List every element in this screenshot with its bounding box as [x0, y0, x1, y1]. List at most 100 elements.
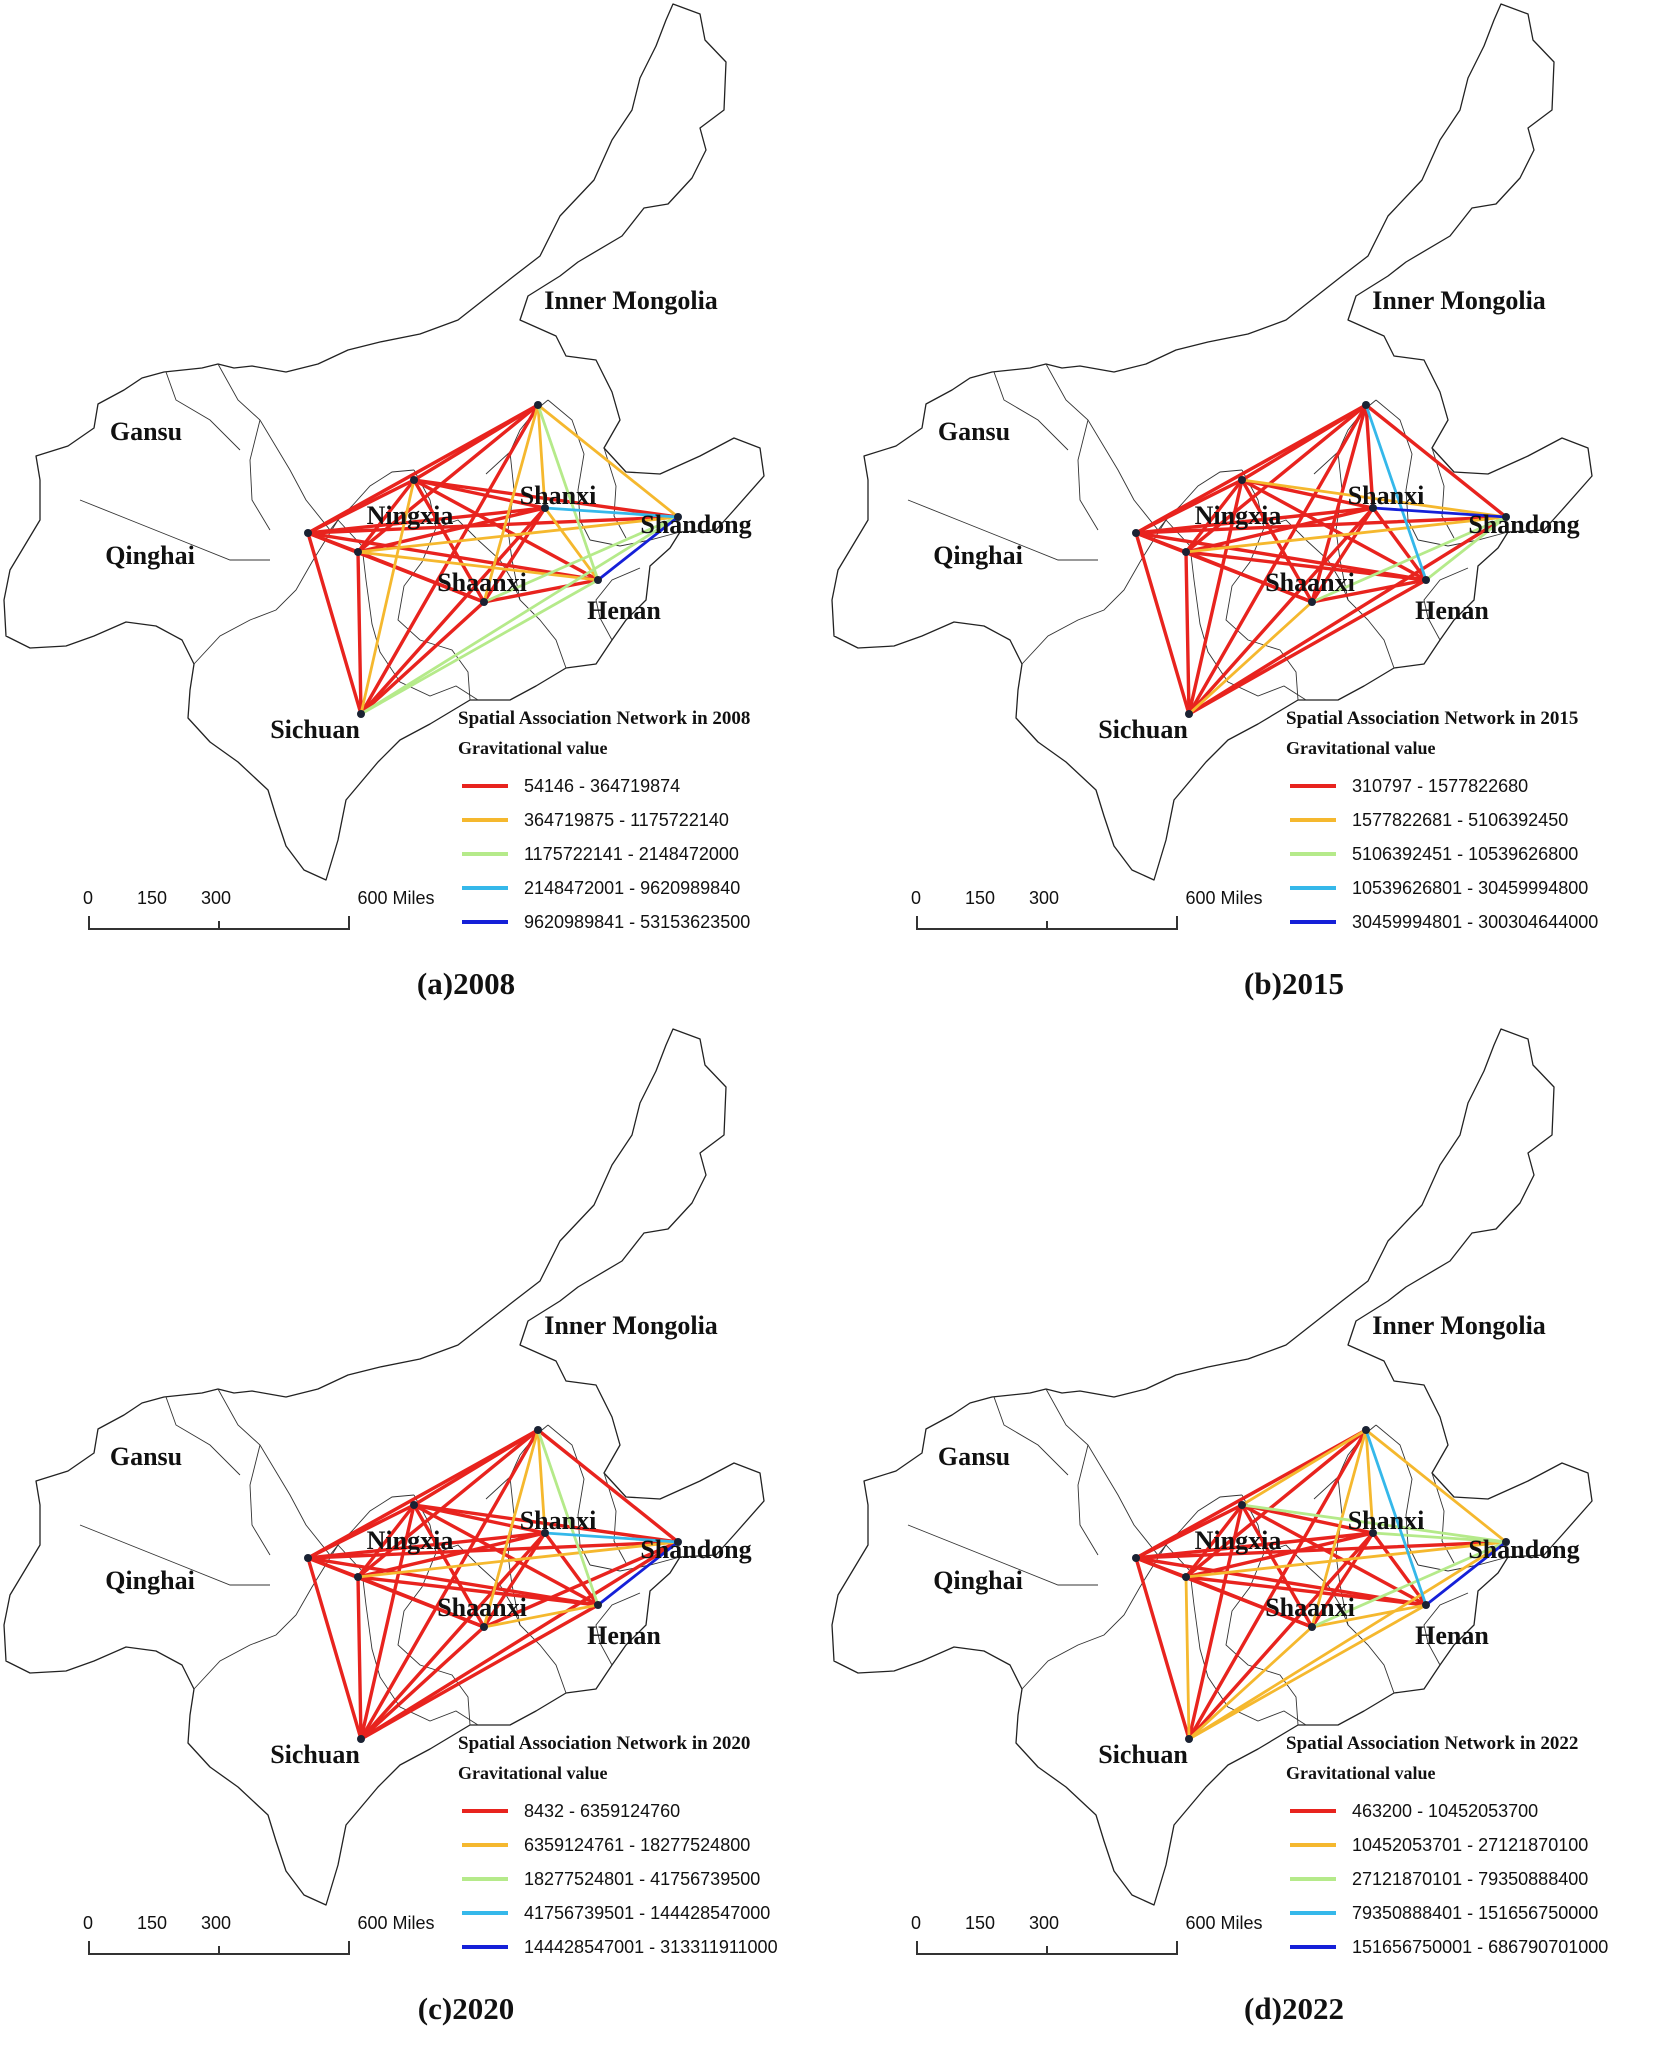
node-sn: [480, 1623, 488, 1631]
legend-label: 1577822681 - 5106392450: [1352, 809, 1569, 830]
map-panel-2: Inner Mongolia Gansu Qinghai Ningxia Shanxi S…: [828, 0, 1656, 1025]
region-label-shanxi: Shanxi: [1347, 481, 1425, 510]
region-label-henan: Henan: [1415, 596, 1489, 625]
region-label-inner-mongolia: Inner Mongolia: [544, 1311, 718, 1340]
province-border: [1165, 519, 1307, 701]
region-label-qinghai: Qinghai: [105, 541, 195, 570]
node-nx: [410, 1501, 418, 1509]
network-link-nx-hn: [412, 478, 600, 582]
network-link-im-sd: [536, 403, 680, 519]
network-link-sn-sc: [359, 1625, 486, 1741]
legend-swatch: [1290, 886, 1336, 890]
legend-label: 310797 - 1577822680: [1352, 775, 1529, 796]
network-link-sx-sc: [359, 1531, 547, 1741]
region-label-sichuan: Sichuan: [1098, 715, 1188, 744]
network-link-im-nx: [412, 1428, 540, 1507]
region-label-shandong: Shandong: [640, 510, 752, 539]
legend-item: 30459994801 - 300304644000: [1286, 905, 1598, 939]
province-border: [79, 499, 270, 561]
network-link-qh-sd: [306, 1540, 680, 1560]
province-border: [603, 1472, 627, 1564]
legend-item: 8432 - 6359124760: [458, 1794, 778, 1828]
province-border: [193, 519, 339, 665]
network-link-gs-hn: [356, 550, 600, 582]
scale-label: 150: [136, 888, 168, 908]
network-link-gs-sn: [356, 1575, 486, 1629]
network-link-gs-sc: [356, 550, 363, 716]
legend-swatch: [1290, 818, 1336, 822]
network-link-im-sx: [536, 1428, 547, 1535]
legend-swatch: [462, 1877, 508, 1881]
scale-label: 0: [910, 1913, 922, 1933]
node-sc: [1185, 1735, 1193, 1743]
network-link-im-nx: [1240, 403, 1368, 482]
region-label-shanxi: Shanxi: [519, 481, 597, 510]
node-im: [1362, 401, 1370, 409]
network-link-sd-sc: [1187, 515, 1508, 716]
panel-caption: (b)2015: [1244, 966, 1344, 1001]
network-link-nx-hn: [1240, 1503, 1428, 1607]
legend: Spatial Association Network in 2015 Gravi…: [1286, 708, 1598, 939]
scale-tick: [916, 1941, 918, 1955]
scale-label: 600 Miles: [357, 1913, 435, 1933]
network-link-sn-sd: [1310, 515, 1508, 604]
scale-label: 150: [136, 1913, 168, 1933]
network-link-qh-sx: [1134, 506, 1375, 535]
network-link-sx-sc: [359, 506, 547, 716]
legend-swatch: [1290, 852, 1336, 856]
scale-label: 0: [82, 1913, 94, 1933]
province-border: [1375, 1424, 1419, 1566]
network-link-sn-hn: [1310, 1603, 1428, 1629]
network-link-gs-sd: [1184, 1540, 1508, 1579]
network-link-sn-sd: [1310, 1540, 1508, 1629]
network-link-im-gs: [1184, 1428, 1368, 1579]
node-im: [534, 401, 542, 409]
legend: Spatial Association Network in 2022 Gravi…: [1286, 1733, 1608, 1964]
region-label-henan: Henan: [1415, 1621, 1489, 1650]
network-link-gs-sn: [1184, 1575, 1314, 1629]
network-link-im-sc: [359, 1428, 540, 1741]
network-link-hn-sd: [596, 515, 680, 582]
network-link-sd-sc: [1187, 1540, 1508, 1741]
node-gs: [1182, 548, 1190, 556]
node-nx: [410, 476, 418, 484]
network-link-sx-sd: [1371, 506, 1508, 519]
legend-label: 54146 - 364719874: [524, 775, 681, 796]
legend-label: 463200 - 10452053700: [1352, 1800, 1539, 1821]
legend-swatch: [462, 852, 508, 856]
scale-tick: [218, 921, 220, 930]
network-link-qh-sd: [1134, 515, 1508, 535]
network-link-sx-hn: [1371, 1531, 1428, 1607]
network-link-gs-sx: [1184, 506, 1375, 554]
network-link-qh-sd: [306, 515, 680, 535]
scale-tick: [348, 1941, 350, 1955]
network-link-im-sd: [536, 1428, 680, 1544]
scale-label: 0: [910, 888, 922, 908]
network-link-qh-sx: [306, 1531, 547, 1560]
scale-tick: [218, 1946, 220, 1955]
province-border: [1423, 567, 1469, 641]
province-border: [595, 1592, 641, 1666]
network-link-qh-nx: [1134, 1503, 1244, 1560]
network-link-nx-sd: [1240, 1503, 1508, 1544]
network-link-im-sn: [482, 403, 540, 604]
node-hn: [594, 1601, 602, 1609]
province-border: [1165, 1544, 1307, 1726]
scale-tick: [1176, 916, 1178, 930]
legend: Spatial Association Network in 2020 Gravi…: [458, 1733, 778, 1964]
network-link-im-sd: [1364, 403, 1508, 519]
legend-label: 6359124761 - 18277524800: [524, 1834, 751, 1855]
legend-label: 5106392451 - 10539626800: [1352, 843, 1579, 864]
scale-tick: [1046, 1946, 1048, 1955]
legend-item: 151656750001 - 686790701000: [1286, 1930, 1608, 1964]
network-link-nx-sx: [1240, 1503, 1375, 1535]
network-link-sx-sd: [1371, 1531, 1508, 1544]
province-border: [1077, 1444, 1099, 1556]
legend-swatch: [462, 1911, 508, 1915]
legend-item: 41756739501 - 144428547000: [458, 1896, 778, 1930]
network-link-hn-sc: [359, 578, 600, 716]
network-link-hn-sc: [1187, 578, 1428, 716]
network-link-im-nx: [412, 403, 540, 482]
node-hn: [1422, 576, 1430, 584]
legend-swatch: [462, 920, 508, 924]
